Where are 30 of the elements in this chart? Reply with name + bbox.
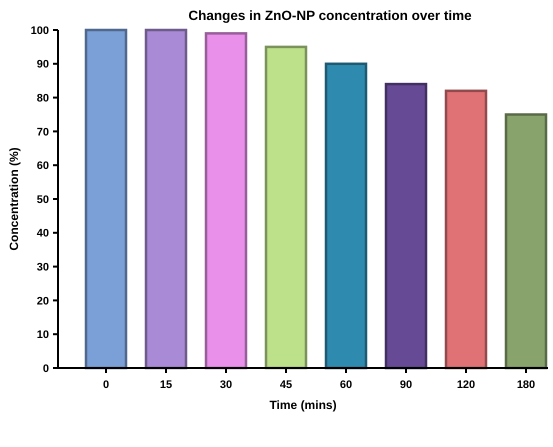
y-tick-label: 10 (36, 329, 49, 342)
y-tick-label: 100 (30, 24, 49, 37)
x-tick-label: 30 (220, 379, 232, 391)
y-tick-label: 80 (36, 92, 49, 104)
y-tick-label: 70 (36, 126, 49, 138)
x-axis-title: Time (mins) (269, 398, 337, 412)
bar (84, 28, 128, 370)
bar (324, 62, 368, 370)
y-tick-label: 0 (42, 362, 49, 375)
x-tick-label: 180 (516, 379, 536, 391)
y-tick-label: 90 (36, 58, 49, 71)
bar (264, 46, 308, 370)
x-tick-label: 45 (280, 379, 292, 391)
bar (144, 28, 188, 370)
x-tick-label: 0 (102, 379, 110, 391)
y-tick-label: 40 (36, 228, 49, 240)
y-tick-label: 50 (36, 194, 49, 206)
bar (384, 82, 428, 370)
bar (504, 113, 548, 370)
x-tick-label: 15 (160, 379, 172, 391)
bar (204, 32, 248, 370)
chart-title: Changes in ZnO-NP concentration over time (188, 8, 472, 23)
y-tick-label: 30 (36, 261, 49, 274)
bar (444, 90, 488, 370)
x-tick-label: 60 (340, 379, 352, 391)
x-tick-label: 90 (400, 379, 412, 391)
y-tick-label: 20 (36, 295, 49, 308)
y-tick-label: 60 (36, 160, 49, 172)
x-tick-label: 120 (456, 379, 476, 391)
y-axis-title: Concentration (%) (7, 147, 21, 251)
